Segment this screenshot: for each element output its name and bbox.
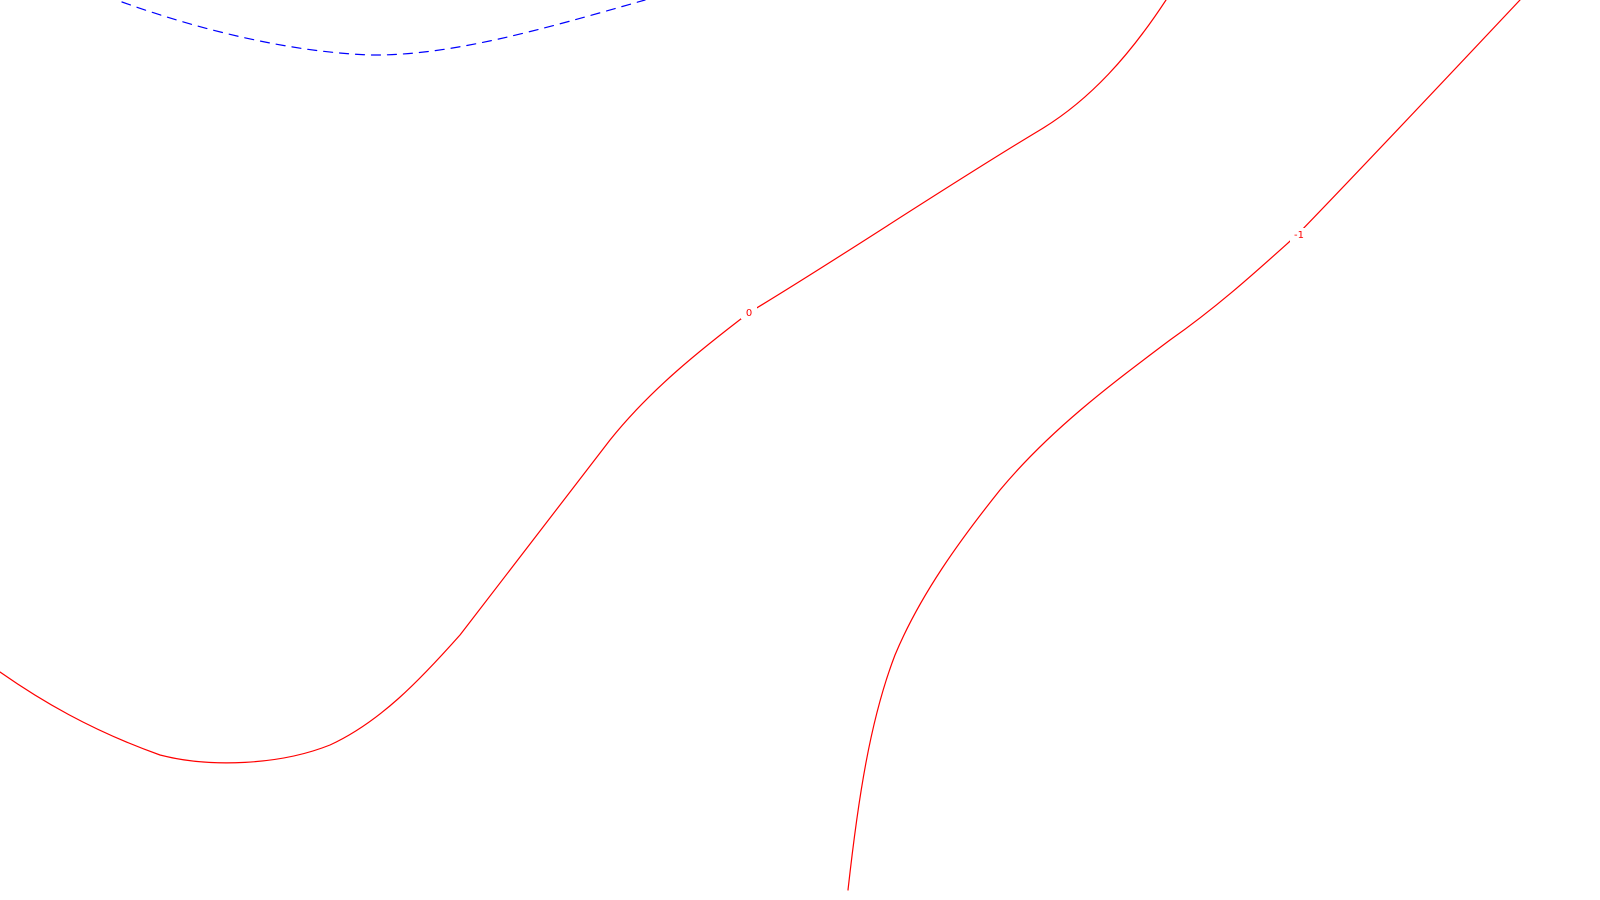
contour-label-minus-one: -1 [1294, 230, 1304, 241]
contour-line-dashed-top [121, 0, 646, 56]
contour-line-zero [0, 0, 1167, 764]
label-bg-minus-one [1290, 228, 1308, 242]
contour-label-zero: 0 [746, 308, 752, 319]
contour-line-minus-one [847, 0, 1521, 891]
label-bg-zero [741, 305, 757, 319]
